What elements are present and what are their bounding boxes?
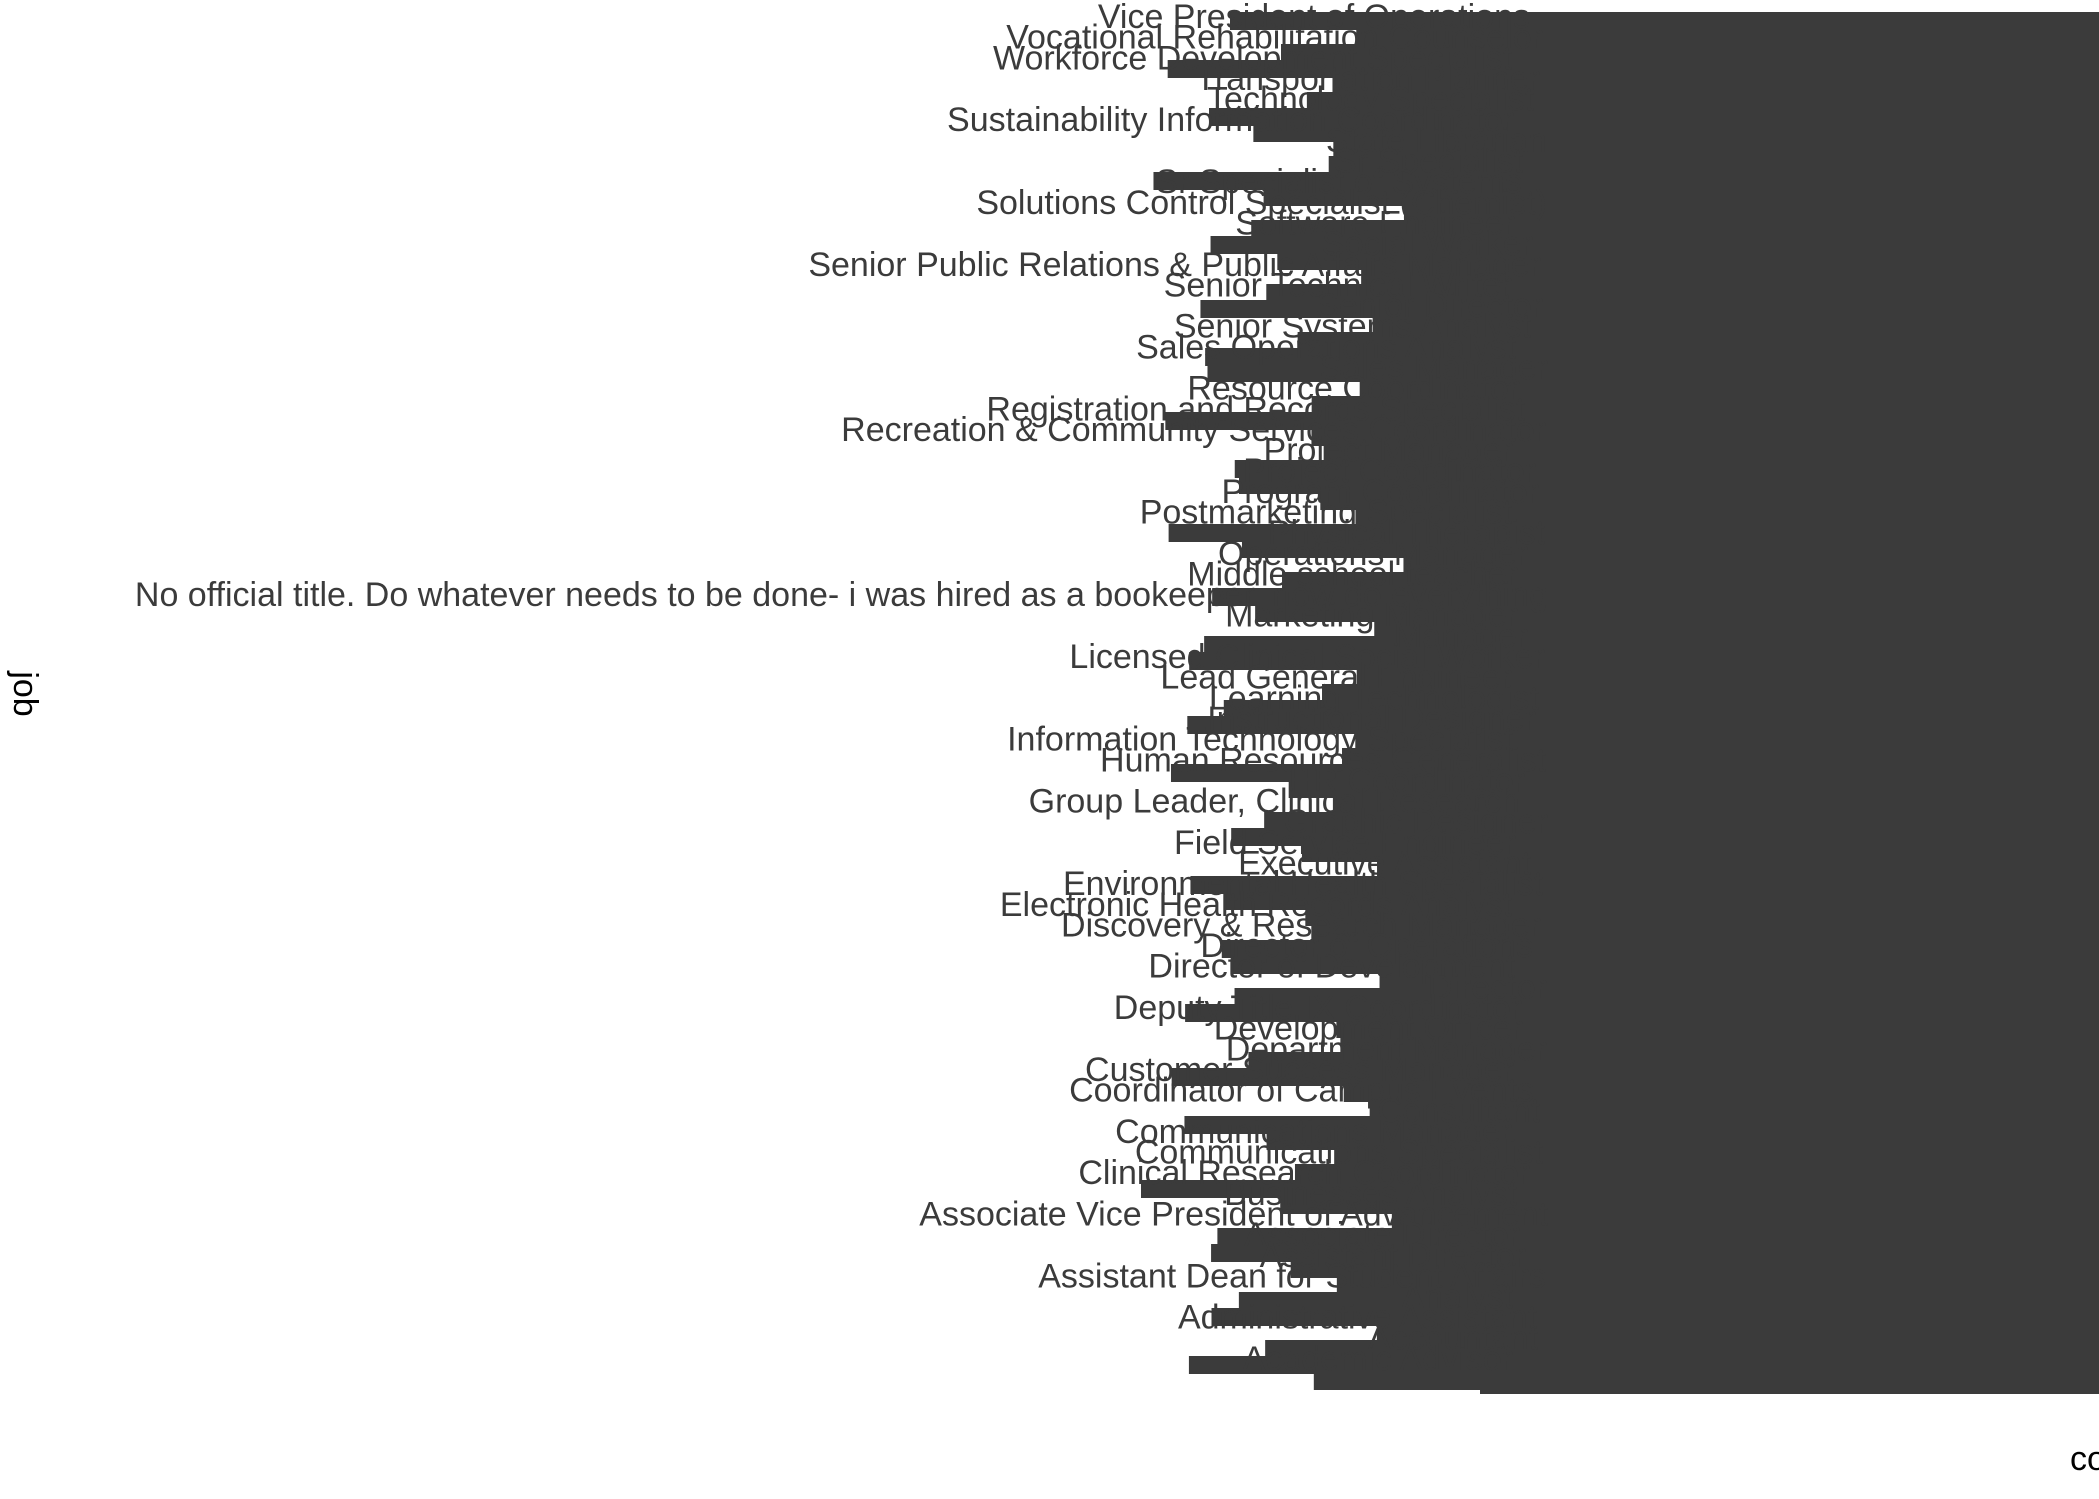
y-tick-label: Licensed Clinical Social Worker <box>1069 638 1545 676</box>
y-tick-label: Administrative Assistant <box>1178 1299 1538 1337</box>
y-tick-label: Consultant <box>1377 1092 1540 1130</box>
x-axis-title: co <box>2070 1440 2099 1478</box>
y-tick-label: Workforce Development Specialist <box>993 39 1513 77</box>
y-tick-label: Analyst <box>1402 1278 1514 1316</box>
y-tick-label: Environmental Health Specialist <box>1063 865 1544 903</box>
y-tick-label: Social Worker <box>1322 225 1533 263</box>
y-tick-label: Information Technology Specialist <box>1007 721 1513 759</box>
y-tick-label: Lead General Engineer <box>1160 659 1512 697</box>
y-tick-label: Communications Specialist <box>1135 1134 1544 1172</box>
y-tick-label: Transportation Planner <box>1195 60 1540 98</box>
y-tick-label: Director <box>1428 968 1547 1006</box>
y-tick-label: Physical Therapist <box>1268 514 1546 552</box>
y-tick-label: Graphic Designer <box>1283 803 1548 841</box>
y-tick-label: Coordinator of Campus Events <box>1069 1072 1534 1110</box>
y-tick-label: Sr Specialist of Systems <box>1155 163 1522 201</box>
y-tick-label: Associate Vice President of Advancement <box>919 1195 1548 1233</box>
y-tick-label: Postmarketing Specialist <box>1140 494 1513 532</box>
y-tick-label: Field Service Engineer <box>1174 824 1516 862</box>
y-tick-label: Assistant Director <box>1260 1237 1526 1275</box>
y-tick-label: HR Coordinator <box>1289 762 1525 800</box>
y-tick-label: Resource Coordinator <box>1187 370 1520 408</box>
y-tick-label: Registration and Records Specialist <box>986 390 1525 428</box>
y-tick-label: Senior Systems Analyst <box>1174 308 1532 346</box>
y-tick-label: Businesses Analyst <box>1224 1175 1517 1213</box>
y-tick-label: Communications Manager <box>1115 1113 1512 1151</box>
y-tick-label: Director of Operations <box>1200 927 1533 965</box>
y-tick-label: Sr Specialist <box>1334 143 1524 181</box>
y-tick-label: Marketing Manager <box>1225 597 1518 635</box>
y-tick-label: Electronic Health Records Analyst <box>1000 886 1513 924</box>
y-tick-label: Project Manager <box>1264 432 1513 470</box>
y-tick-label: State Librarian <box>1326 122 1547 160</box>
y-tick-label: Group Leader, Clinical Research <box>1029 783 1520 821</box>
y-tick-label: Sales Operations Analyst <box>1136 328 1516 366</box>
y-tick-label: Clinical Research Coordinator <box>1078 1154 1530 1192</box>
y-tick-label: Sustainability Information Coordinator <box>947 101 1514 139</box>
y-tick-label: Sales Manager <box>1319 349 1548 387</box>
y-tick-label: Instructional Designer <box>1207 700 1536 738</box>
y-tick-label: Assistant Dean for Student Affairs <box>1038 1257 1546 1295</box>
y-tick-label: Discovery & Research Manager <box>1061 906 1541 944</box>
y-tick-label: Vocational Rehabilitation Counselor <box>1006 19 1543 57</box>
y-tick-label: Recreation & Community Services Coordina… <box>841 411 1546 449</box>
y-axis-title: job <box>6 670 44 716</box>
y-tick-label: Middle school teacher <box>1187 555 1518 593</box>
y-tick-label: Human Resources Generalist <box>1100 741 1547 779</box>
y-tick-label: Program Coordinator <box>1222 473 1539 511</box>
y-tick-label: Development Officer <box>1214 1010 1523 1048</box>
y-tick-label: Vice President of Operations <box>1098 0 1530 36</box>
y-tick-label: Associate Director <box>1244 1216 1520 1254</box>
y-tick-label: Senior Technical Writer <box>1164 266 1512 304</box>
y-tick-label: Department Manager <box>1226 1030 1547 1068</box>
y-tick-label: Customer Success Manager <box>1085 1051 1514 1089</box>
y-tick-label: Project Coordinator <box>1243 452 1536 490</box>
y-tick-label: Deputy Title IX Coordinator <box>1114 989 1522 1027</box>
y-tick-label: Director of Development <box>1148 948 1515 986</box>
y-tick-label: Operations Manager <box>1218 535 1528 573</box>
overplotted-label-mass <box>1141 12 2099 1394</box>
y-tick-label: Executive Assistant <box>1238 844 1531 882</box>
y-tick-label: Software Engineer <box>1235 204 1515 242</box>
y-tick-label: Academic Advisor <box>1243 1340 1513 1378</box>
y-tick-label: Manager <box>1394 617 1528 655</box>
y-tick-label: Accountant <box>1368 1319 1539 1357</box>
overplot-core <box>1480 14 2099 1394</box>
y-tick-label: Senior Public Relations & Public Affairs… <box>808 246 1541 284</box>
y-tick-label: Technology Specialist <box>1207 81 1535 119</box>
y-tick-label: Senior Director <box>1316 287 1543 325</box>
y-tick-label: No official title. Do whatever needs to … <box>135 576 1548 614</box>
y-tick-label: Learning Technologist <box>1209 679 1540 717</box>
y-tick-label: Solutions Control Specialist (Chemist) <box>976 184 1547 222</box>
